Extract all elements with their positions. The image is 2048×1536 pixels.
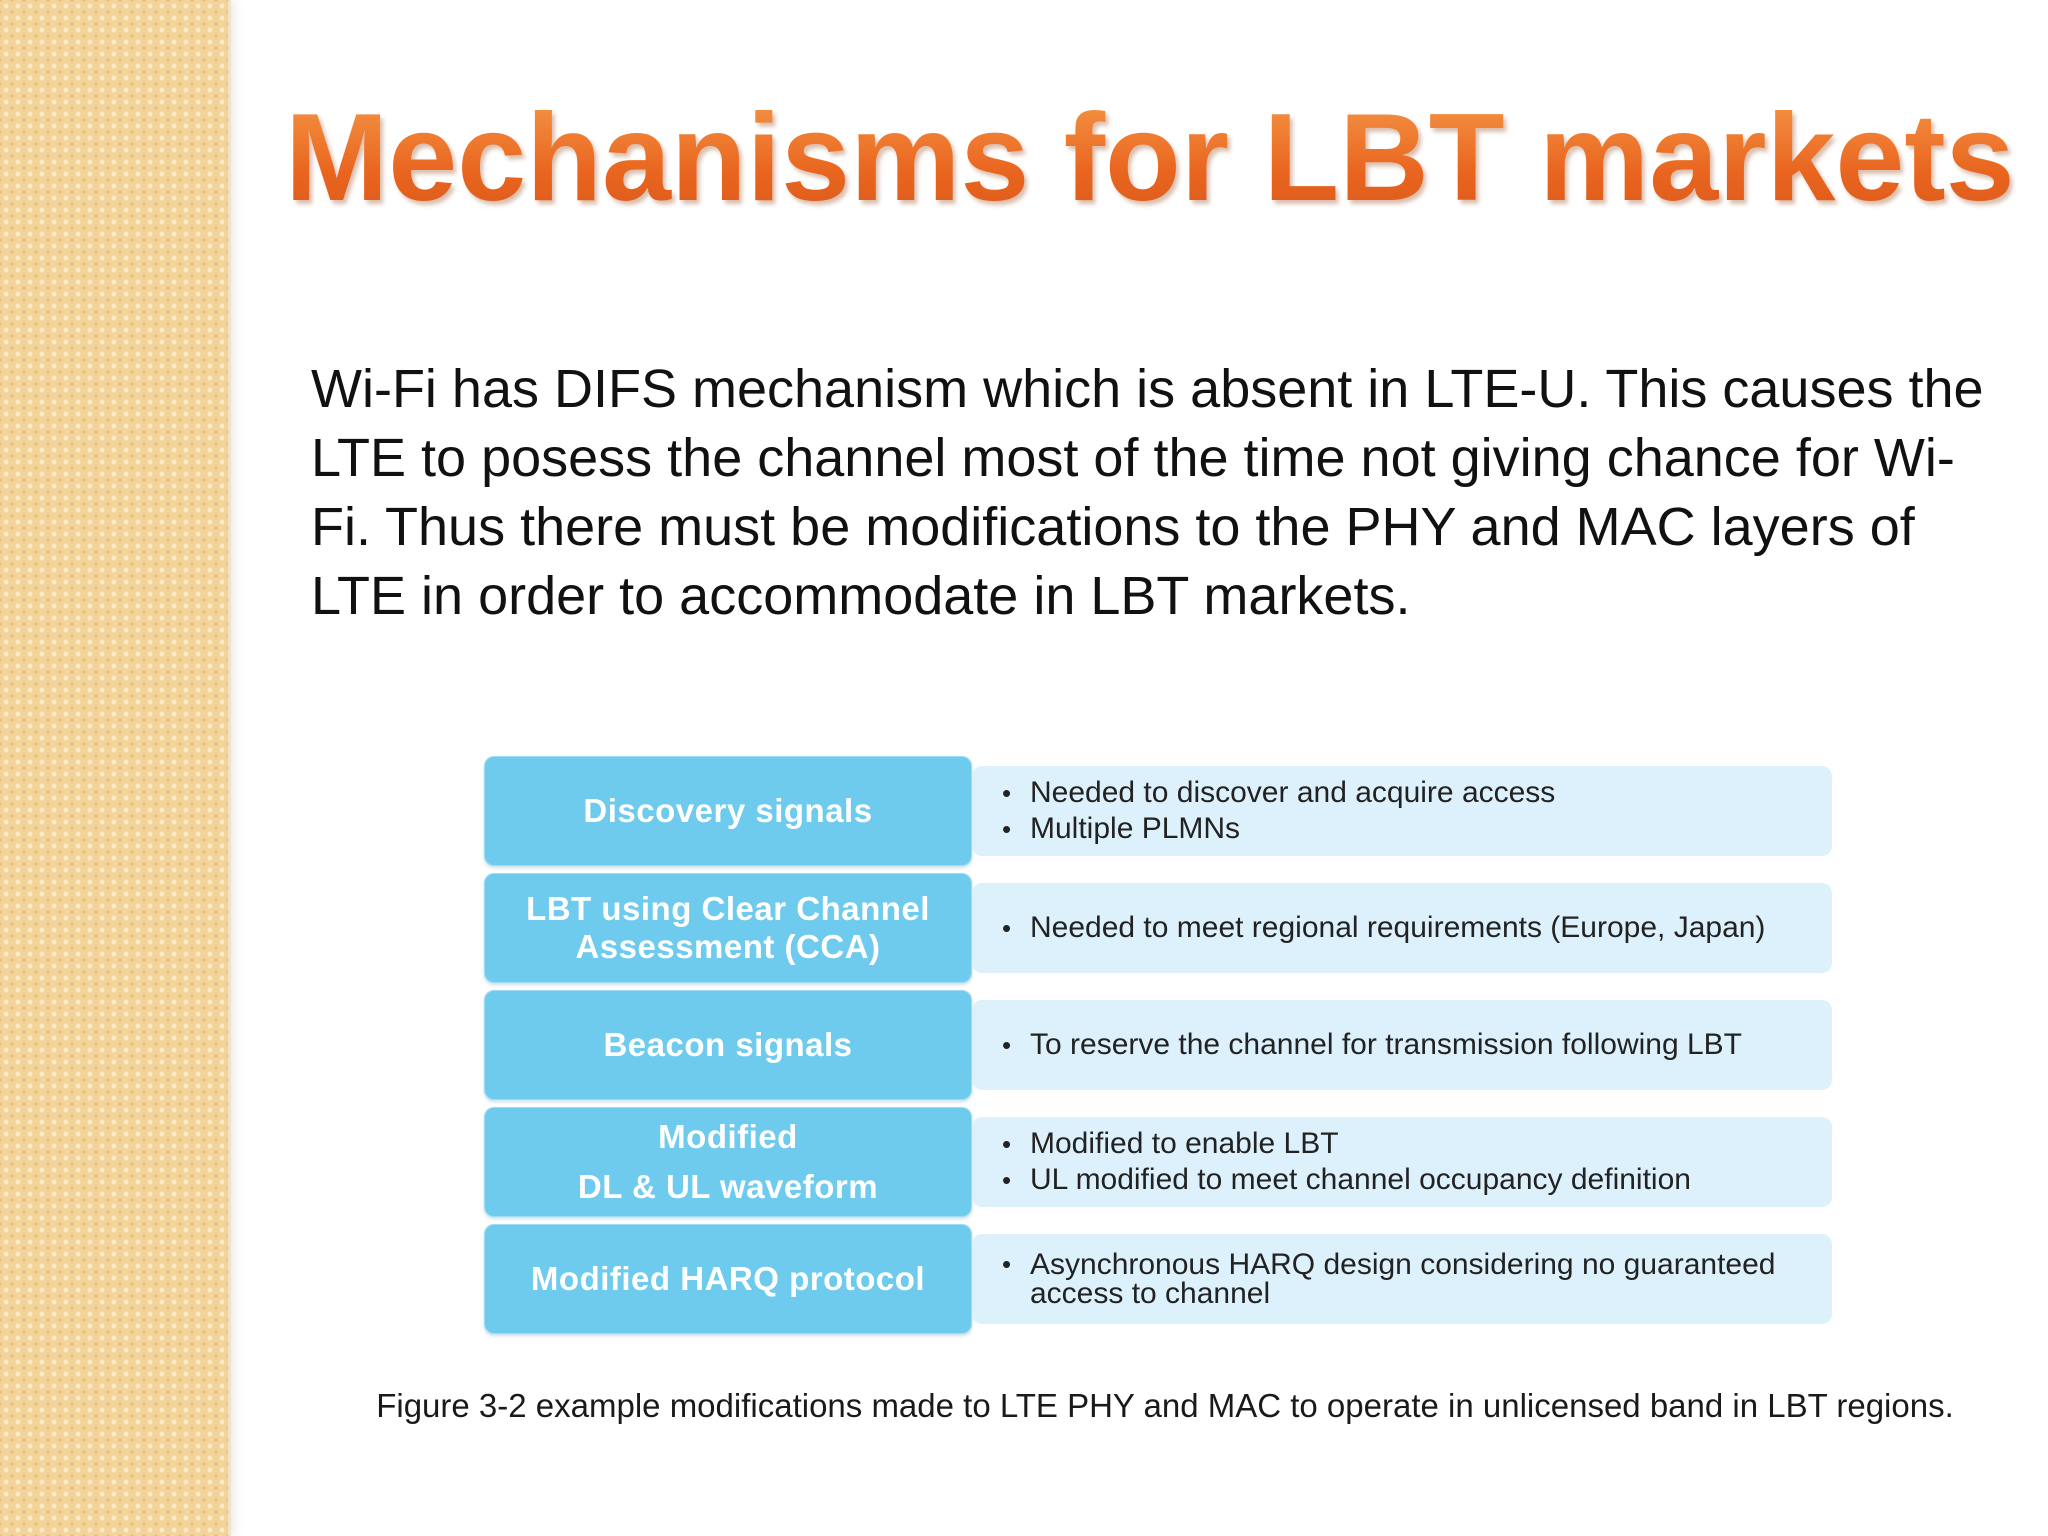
figure-row-label: Modified DL & UL waveform — [484, 1107, 972, 1217]
bullet-item: • UL modified to meet channel occupancy d… — [1002, 1162, 1832, 1198]
bullet-item: • Multiple PLMNs — [1002, 811, 1832, 847]
figure-row-details: • To reserve the channel for transmission… — [972, 1000, 1832, 1090]
bullet-symbol: • — [1002, 778, 1012, 808]
label-line: DL & UL waveform — [577, 1168, 879, 1205]
figure-row-modified-harq: Modified HARQ protocol • Asynchronous HAR… — [484, 1224, 1850, 1334]
bullet-symbol: • — [1002, 1129, 1012, 1159]
figure-row-label: Discovery signals — [484, 756, 972, 866]
figure-row-details: • Modified to enable LBT • UL modified to … — [972, 1117, 1832, 1207]
figure-row-label: LBT using Clear Channel Assessment (CCA) — [484, 873, 972, 983]
figure-row-details: • Asynchronous HARQ design considering no… — [972, 1234, 1832, 1324]
bullet-item: • Asynchronous HARQ design considering no… — [1002, 1248, 1832, 1310]
bullet-text: Multiple PLMNs — [1030, 812, 1241, 845]
figure-row-details: • Needed to meet regional requirements (E… — [972, 883, 1832, 973]
bullet-text: Asynchronous HARQ design considering no … — [1030, 1248, 1776, 1310]
label-line: LBT using Clear Channel — [526, 890, 930, 927]
bullet-text: UL modified to meet channel occupancy de… — [1030, 1163, 1691, 1196]
bullet-text: Needed to meet regional requirements (Eu… — [1030, 911, 1766, 944]
label-line: Assessment (CCA) — [575, 928, 881, 965]
bullet-symbol: • — [1002, 814, 1012, 844]
slide-body-text: Wi-Fi has DIFS mechanism which is absent… — [311, 359, 1984, 626]
bullet-item: • To reserve the channel for transmission… — [1002, 1027, 1832, 1063]
figure-row-beacon-signals: Beacon signals • To reserve the channel f… — [484, 990, 1850, 1100]
bullet-item: • Modified to enable LBT — [1002, 1126, 1832, 1162]
bullet-symbol: • — [1002, 913, 1012, 943]
figure-row-label: Beacon signals — [484, 990, 972, 1100]
figure-row-discovery-signals: Discovery signals • Needed to discover an… — [484, 756, 1850, 866]
label-line: Beacon signals — [603, 1026, 853, 1063]
decorative-side-strip — [0, 0, 231, 1536]
label-line: Discovery signals — [583, 792, 873, 829]
bullet-item: • Needed to discover and acquire access — [1002, 775, 1832, 811]
bullet-text: Needed to discover and acquire access — [1030, 776, 1556, 809]
bullet-text: To reserve the channel for transmission … — [1030, 1028, 1743, 1061]
label-line: Modified HARQ protocol — [530, 1260, 926, 1297]
bullet-text: Modified to enable LBT — [1030, 1127, 1339, 1160]
figure-row-label: Modified HARQ protocol — [484, 1224, 972, 1334]
label-line: Modified — [658, 1118, 798, 1155]
bullet-item: • Needed to meet regional requirements (E… — [1002, 910, 1832, 946]
bullet-symbol: • — [1002, 1249, 1012, 1279]
slide-title: Mechanisms for LBT markets — [285, 88, 2045, 228]
figure-row-lbt-cca: LBT using Clear Channel Assessment (CCA)… — [484, 873, 1850, 983]
figure-row-details: • Needed to discover and acquire access •… — [972, 766, 1832, 856]
figure-row-modified-waveform: Modified DL & UL waveform • Modified to e… — [484, 1107, 1850, 1217]
bullet-symbol: • — [1002, 1165, 1012, 1195]
bullet-symbol: • — [1002, 1030, 1012, 1060]
figure-caption: Figure 3-2 example modifications made to… — [376, 1387, 1954, 1424]
